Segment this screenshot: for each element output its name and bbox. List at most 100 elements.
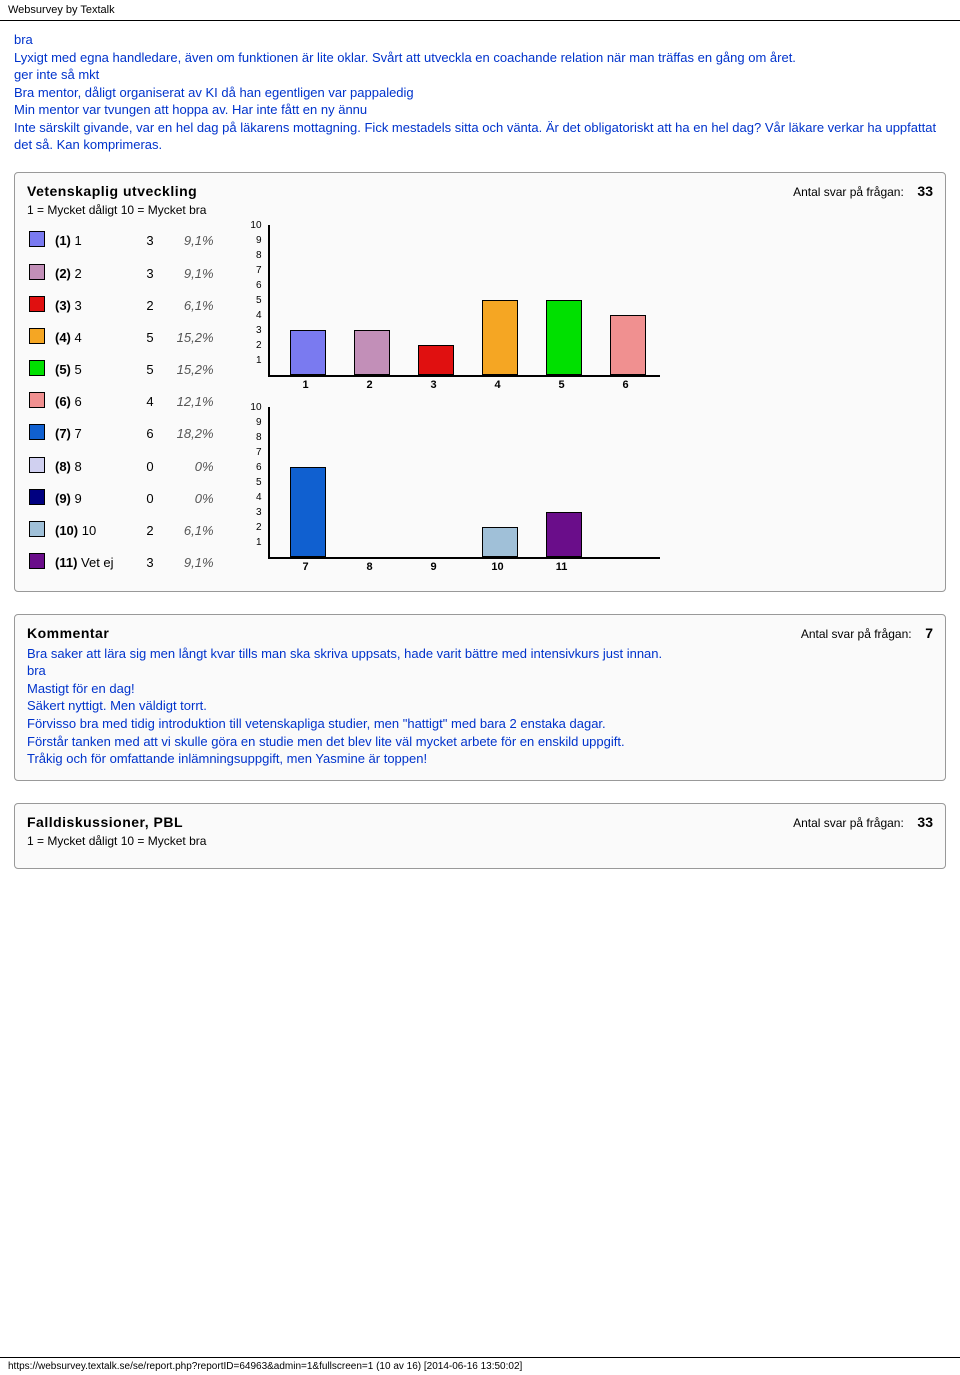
y-tick: 10	[250, 220, 261, 231]
section-header: Falldiskussioner, PBL Antal svar på fråg…	[27, 814, 933, 830]
legend-pct: 6,1%	[162, 514, 222, 546]
y-tick: 10	[250, 402, 261, 413]
legend-swatch	[29, 264, 45, 280]
x-label: 5	[544, 379, 580, 391]
x-label: 6	[608, 379, 644, 391]
legend-swatch	[29, 360, 45, 376]
section-count: Antal svar på frågan: 7	[801, 625, 933, 641]
count-label: Antal svar på frågan:	[793, 185, 904, 199]
y-tick: 7	[256, 265, 262, 276]
legend-key: (11) Vet ej	[53, 547, 122, 579]
section-title: Vetenskaplig utveckling	[27, 183, 197, 199]
x-label: 2	[352, 379, 388, 391]
bar	[546, 512, 582, 557]
y-tick: 4	[256, 310, 262, 321]
bar	[610, 315, 646, 375]
plot-area	[268, 225, 660, 377]
y-tick: 8	[256, 432, 262, 443]
legend-count: 3	[122, 257, 162, 289]
y-tick: 1	[256, 355, 262, 366]
y-axis: 10987654321	[242, 407, 264, 557]
legend-swatch	[29, 296, 45, 312]
y-tick: 6	[256, 280, 262, 291]
section-header: Vetenskaplig utveckling Antal svar på fr…	[27, 183, 933, 199]
count-label: Antal svar på frågan:	[801, 627, 912, 641]
legend-pct: 12,1%	[162, 386, 222, 418]
count-value: 33	[907, 814, 933, 830]
x-label: 3	[416, 379, 452, 391]
legend-count: 3	[122, 547, 162, 579]
charts: 10987654321123456109876543217891011	[242, 225, 662, 579]
intro-comments: braLyxigt med egna handledare, även om f…	[14, 31, 946, 154]
legend-swatch	[29, 553, 45, 569]
legend-pct: 9,1%	[162, 257, 222, 289]
legend-swatch	[29, 392, 45, 408]
y-tick: 1	[256, 537, 262, 548]
legend-key: (3) 3	[53, 289, 122, 321]
kommentar-body: Bra saker att lära sig men långt kvar ti…	[27, 645, 933, 768]
x-label: 10	[480, 561, 516, 573]
legend-swatch	[29, 457, 45, 473]
bar	[290, 330, 326, 375]
x-label: 7	[288, 561, 324, 573]
footer-url: https://websurvey.textalk.se/se/report.p…	[0, 1357, 960, 1375]
section-title: Falldiskussioner, PBL	[27, 814, 183, 830]
legend-key: (2) 2	[53, 257, 122, 289]
legend-row: (6) 6412,1%	[27, 386, 222, 418]
y-axis: 10987654321	[242, 225, 264, 375]
legend-key: (1) 1	[53, 225, 122, 257]
content: braLyxigt med egna handledare, även om f…	[0, 21, 960, 931]
legend-swatch	[29, 521, 45, 537]
bar	[290, 467, 326, 557]
y-tick: 8	[256, 250, 262, 261]
page-header: Websurvey by Textalk	[0, 0, 960, 21]
y-tick: 2	[256, 522, 262, 533]
legend-key: (9) 9	[53, 482, 122, 514]
legend-key: (5) 5	[53, 354, 122, 386]
legend-row: (7) 7618,2%	[27, 418, 222, 450]
y-tick: 6	[256, 462, 262, 473]
x-label: 11	[544, 561, 580, 573]
scale-note: 1 = Mycket dåligt 10 = Mycket bra	[27, 834, 933, 848]
plot-area	[268, 407, 660, 559]
legend-swatch	[29, 489, 45, 505]
bar	[482, 300, 518, 375]
legend-key: (8) 8	[53, 450, 122, 482]
legend-pct: 9,1%	[162, 547, 222, 579]
legend-count: 5	[122, 321, 162, 353]
section-count: Antal svar på frågan: 33	[793, 814, 933, 830]
x-label: 1	[288, 379, 324, 391]
bar	[354, 330, 390, 375]
count-label: Antal svar på frågan:	[793, 816, 904, 830]
legend-row: (10) 1026,1%	[27, 514, 222, 546]
section-kommentar: Kommentar Antal svar på frågan: 7 Bra sa…	[14, 614, 946, 781]
legend-pct: 0%	[162, 450, 222, 482]
legend-table: (1) 139,1%(2) 239,1%(3) 326,1%(4) 4515,2…	[27, 225, 222, 579]
x-label: 8	[352, 561, 388, 573]
scale-note: 1 = Mycket dåligt 10 = Mycket bra	[27, 203, 933, 217]
count-value: 33	[907, 183, 933, 199]
legend-swatch	[29, 231, 45, 247]
legend-count: 0	[122, 482, 162, 514]
y-tick: 4	[256, 492, 262, 503]
legend-count: 5	[122, 354, 162, 386]
legend-key: (4) 4	[53, 321, 122, 353]
bar	[546, 300, 582, 375]
legend-swatch	[29, 328, 45, 344]
y-tick: 2	[256, 340, 262, 351]
legend-count: 0	[122, 450, 162, 482]
legend-pct: 9,1%	[162, 225, 222, 257]
legend-row: (2) 239,1%	[27, 257, 222, 289]
section-title: Kommentar	[27, 625, 109, 641]
x-label: 4	[480, 379, 516, 391]
legend-row: (8) 800%	[27, 450, 222, 482]
legend-key: (6) 6	[53, 386, 122, 418]
section-header: Kommentar Antal svar på frågan: 7	[27, 625, 933, 641]
y-tick: 7	[256, 447, 262, 458]
bar	[482, 527, 518, 557]
legend-row: (3) 326,1%	[27, 289, 222, 321]
legend-count: 2	[122, 289, 162, 321]
legend-row: (11) Vet ej39,1%	[27, 547, 222, 579]
count-value: 7	[915, 625, 933, 641]
y-tick: 3	[256, 325, 262, 336]
